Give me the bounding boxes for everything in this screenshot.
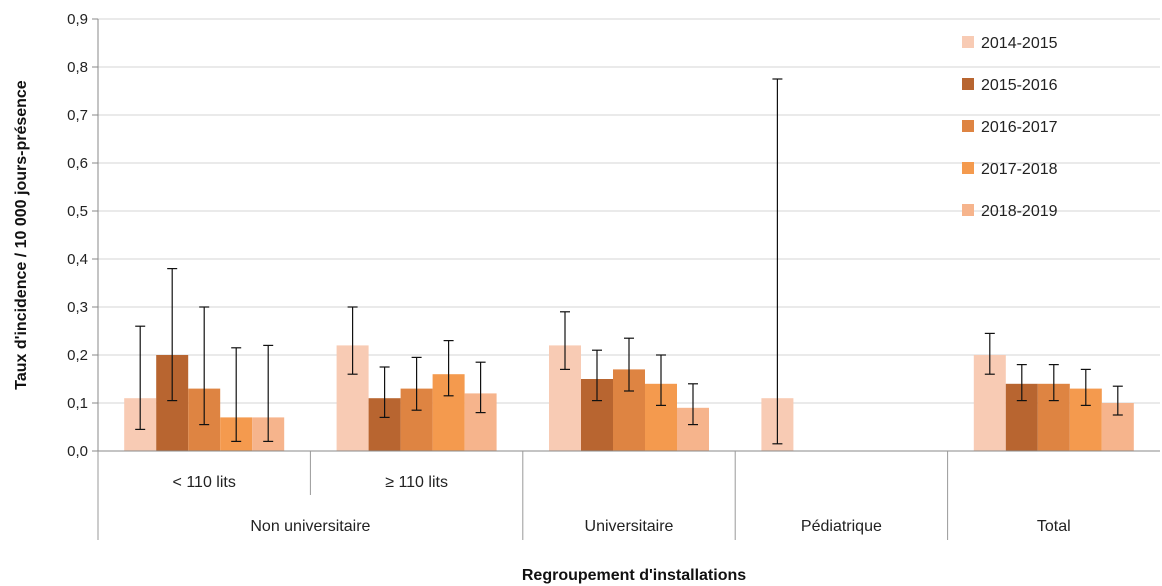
y-tick-label: 0,2 bbox=[67, 347, 88, 364]
x-group-label: Universitaire bbox=[585, 518, 674, 535]
legend-swatch bbox=[962, 36, 974, 48]
y-tick-label: 0,0 bbox=[67, 443, 88, 460]
legend: 2014-2015 2015-2016 2016-2017 2017-2018 2018… bbox=[962, 35, 1058, 220]
y-tick-label: 0,4 bbox=[67, 251, 88, 268]
y-tick-label: 0,7 bbox=[67, 107, 88, 124]
y-tick-label: 0,3 bbox=[67, 299, 88, 316]
y-tick-label: 0,6 bbox=[67, 155, 88, 172]
error-bars bbox=[135, 78, 1123, 445]
legend-swatch bbox=[962, 204, 974, 216]
legend-swatch bbox=[962, 78, 974, 90]
legend-label: 2014-2015 bbox=[981, 35, 1058, 52]
x-group-label: Total bbox=[1037, 518, 1071, 535]
y-axis-ticks: 0,0 0,1 0,2 0,3 0,4 0,5 0,6 0,7 0,8 0,9 bbox=[67, 11, 98, 460]
x-category-label: ≥ 110 lits bbox=[385, 474, 448, 491]
gridlines bbox=[98, 18, 1160, 404]
x-axis: < 110 lits ≥ 110 lits Non universitaire Uni… bbox=[97, 19, 1160, 540]
legend-label: 2017-2018 bbox=[981, 161, 1058, 178]
y-axis-title: Taux d'incidence / 10 000 jours-présence bbox=[13, 80, 30, 390]
x-group-label: Pédiatrique bbox=[801, 518, 882, 535]
y-tick-label: 0,8 bbox=[67, 59, 88, 76]
x-group-label: Non universitaire bbox=[250, 518, 370, 535]
y-tick-label: 0,9 bbox=[67, 11, 88, 28]
legend-label: 2015-2016 bbox=[981, 77, 1058, 94]
legend-label: 2016-2017 bbox=[981, 119, 1058, 136]
x-axis-title: Regroupement d'installations bbox=[522, 567, 746, 584]
x-category-label: < 110 lits bbox=[173, 474, 236, 491]
legend-swatch bbox=[962, 162, 974, 174]
bars bbox=[124, 345, 1134, 451]
legend-swatch bbox=[962, 120, 974, 132]
legend-label: 2018-2019 bbox=[981, 203, 1058, 220]
y-tick-label: 0,1 bbox=[67, 395, 88, 412]
y-tick-label: 0,5 bbox=[67, 203, 88, 220]
